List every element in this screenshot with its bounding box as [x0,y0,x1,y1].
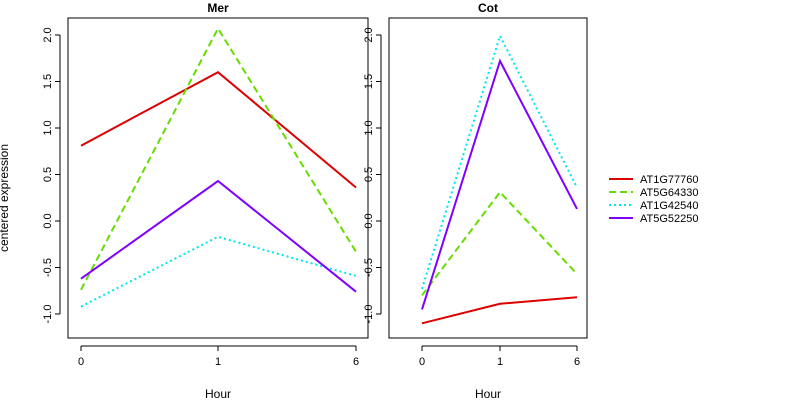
legend-label: AT1G77760 [640,174,699,186]
plot-frame [67,17,369,339]
y-tick-label: 0.5 [42,167,54,182]
series-line-at5g64330 [80,26,357,291]
x-tick-label: 0 [419,356,425,368]
series-line-at1g77760 [80,70,357,189]
panel-title: Mer [207,1,229,15]
y-tick-label: -1.0 [42,305,54,324]
plot-frame [388,17,588,339]
x-tick-label: 6 [353,356,359,368]
y-tick-label: 1.0 [42,120,54,135]
y-tick-label: -0.5 [42,258,54,277]
legend-item: AT1G42540 [609,200,699,212]
x-tick-label: 1 [497,356,503,368]
series-line-at1g77760 [421,296,578,325]
y-tick-label: -0.5 [363,258,375,277]
legend-label: AT1G42540 [640,200,699,212]
y-tick-label: 0.0 [42,213,54,228]
legend-label: AT5G52250 [640,213,699,225]
y-axis-title: centered expression [0,144,11,252]
y-tick-label: 0.0 [363,213,375,228]
y-tick-label: 1.0 [363,120,375,135]
x-tick-label: 1 [215,356,221,368]
y-tick-label: 0.5 [363,167,375,182]
x-axis-title: Hour [475,387,501,400]
y-tick-label: 1.5 [363,74,375,89]
series-line-at1g42540 [80,235,357,308]
x-tick-label: 0 [78,356,84,368]
y-tick-label: 1.5 [42,74,54,89]
y-tick-label: -1.0 [363,305,375,324]
legend-item: AT5G64330 [609,187,699,199]
x-tick-label: 6 [574,356,580,368]
panel-cot: Cot -1.0 -0.5 0.0 0.5 1.0 1.5 2.0 0 1 6 Hour [363,1,588,400]
legend-item: AT5G52250 [609,213,699,225]
panel-title: Cot [478,1,498,15]
x-axis-title: Hour [205,387,231,400]
y-tick-label: 2.0 [42,27,54,42]
series-line-at5g64330 [421,190,578,297]
series-line-at5g52250 [421,58,578,310]
panels: Mer -1.0 -0.5 0.0 0.5 1.0 1.5 2.0 0 1 6 Hour Cot -1.0… [42,1,588,400]
legend-label: AT5G64330 [640,187,699,199]
legend-item: AT1G77760 [609,174,699,186]
series-line-at5g52250 [80,179,357,293]
panel-mer: Mer -1.0 -0.5 0.0 0.5 1.0 1.5 2.0 0 1 6 Hour [42,1,369,400]
y-tick-label: 2.0 [363,27,375,42]
